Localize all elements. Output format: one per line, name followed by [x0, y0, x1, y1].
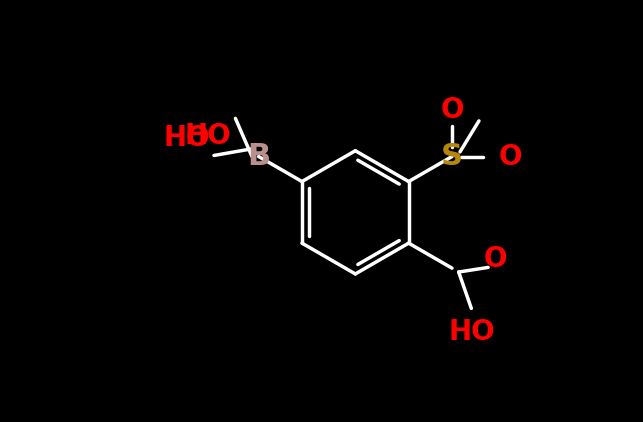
Text: O: O [498, 143, 521, 170]
Text: S: S [441, 142, 463, 171]
Text: HO: HO [185, 122, 231, 150]
Text: B: B [247, 142, 270, 171]
Text: O: O [484, 245, 507, 273]
Text: O: O [440, 96, 464, 124]
Text: HO: HO [163, 124, 210, 151]
Text: HO: HO [448, 318, 494, 346]
